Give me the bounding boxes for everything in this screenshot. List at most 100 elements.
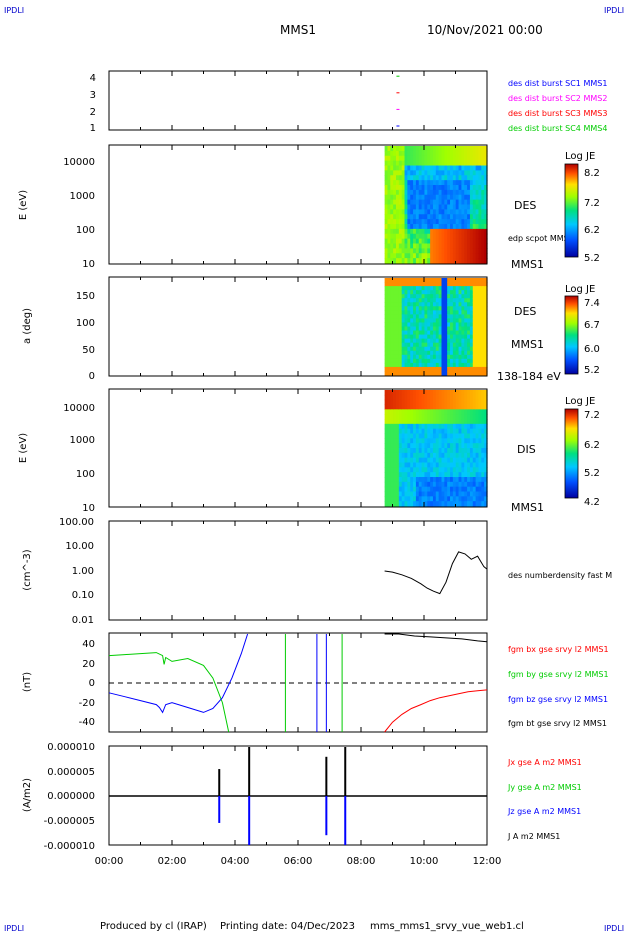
heatmap-cell — [398, 224, 403, 230]
heatmap-cell — [444, 214, 448, 220]
heatmap-cell — [455, 477, 460, 483]
heatmap-cell — [435, 150, 440, 157]
heatmap-cell — [452, 219, 457, 225]
heatmap-cell — [447, 209, 451, 215]
y-tick-label: 0 — [89, 678, 95, 689]
heatmap-cell — [413, 399, 417, 406]
heatmap-cell — [398, 443, 403, 449]
heatmap-cell — [467, 491, 471, 497]
heatmap-cell — [384, 423, 389, 430]
heatmap-cell — [410, 448, 414, 454]
x-tick-label: 06:00 — [284, 856, 313, 867]
heatmap-cell — [478, 477, 482, 483]
heatmap-cell — [407, 438, 411, 444]
heatmap-cell — [441, 150, 445, 157]
heatmap-cell — [455, 160, 460, 167]
heatmap-cell — [418, 501, 423, 507]
heatmap-cell — [452, 258, 457, 264]
heatmap-cell — [390, 233, 394, 240]
heatmap-cell — [444, 448, 448, 454]
heatmap-cell — [444, 224, 448, 230]
heatmap-cell — [452, 342, 457, 348]
heatmap-cell — [472, 302, 477, 307]
heatmap-cell — [447, 448, 451, 454]
heatmap-cell — [469, 160, 474, 167]
heatmap-cell — [484, 330, 488, 336]
heatmap-cell — [452, 481, 457, 488]
heatmap-cell — [432, 334, 437, 340]
heatmap-cell — [464, 346, 468, 352]
heatmap-cell — [404, 390, 408, 396]
heatmap-cell — [484, 414, 488, 420]
heatmap-cell — [407, 462, 411, 468]
heatmap-cell — [415, 146, 420, 152]
heatmap-cell — [464, 330, 468, 336]
heatmap-cell — [401, 496, 406, 502]
heatmap-cell — [444, 443, 448, 449]
heatmap-cell — [450, 278, 454, 283]
heatmap-cell — [475, 298, 480, 303]
heatmap-cell — [455, 175, 460, 181]
heatmap-cell — [404, 370, 408, 376]
heatmap-cell — [396, 278, 400, 283]
heatmap-cell — [458, 342, 462, 348]
heatmap-cell — [430, 390, 434, 396]
heatmap-cell — [452, 248, 457, 254]
heatmap-cell — [447, 419, 451, 425]
heatmap-cell — [469, 219, 474, 225]
heatmap-cell — [407, 477, 411, 483]
heatmap-cell — [410, 326, 414, 332]
heatmap-cell — [384, 189, 389, 196]
heatmap-cell — [393, 496, 397, 502]
heatmap-cell — [390, 486, 394, 493]
heatmap-cell — [481, 358, 485, 364]
heatmap-cell — [444, 496, 448, 502]
heatmap-cell — [452, 160, 457, 167]
heatmap-cell — [461, 146, 465, 152]
heatmap-cell — [413, 496, 417, 502]
heatmap-cell — [432, 467, 437, 473]
heatmap-cell — [455, 443, 460, 449]
heatmap-cell — [413, 298, 417, 303]
heatmap-cell — [481, 452, 485, 459]
heatmap-cell — [427, 214, 431, 220]
heatmap-cell — [478, 501, 482, 507]
heatmap-cell — [390, 180, 394, 186]
heatmap-cell — [435, 146, 440, 152]
heatmap-cell — [458, 306, 462, 311]
heatmap-cell — [398, 302, 403, 307]
heatmap-cell — [447, 185, 451, 191]
heatmap-cell — [421, 414, 426, 420]
heatmap-cell — [410, 366, 414, 372]
heatmap-cell — [410, 496, 414, 502]
y-tick-label: 20 — [82, 659, 95, 670]
heatmap-cell — [401, 362, 406, 368]
heatmap-cell — [393, 278, 397, 283]
heatmap-cell — [418, 350, 423, 356]
heatmap-cell — [447, 428, 451, 435]
heatmap-cell — [435, 346, 440, 352]
heatmap-cell — [444, 346, 448, 352]
heatmap-cell — [427, 472, 431, 478]
heatmap-cell — [444, 209, 448, 215]
heatmap-cell — [467, 185, 471, 191]
heatmap-cell — [438, 219, 443, 225]
heatmap-cell — [415, 170, 420, 176]
heatmap-cell — [384, 286, 389, 291]
heatmap-cell — [413, 330, 417, 336]
heatmap-cell — [393, 370, 397, 376]
heatmap-cell — [404, 399, 408, 406]
heatmap-cell — [438, 294, 443, 299]
heatmap-cell — [452, 448, 457, 454]
heatmap-cell — [458, 189, 462, 196]
heatmap-cell — [441, 457, 445, 464]
heatmap-cell — [410, 306, 414, 311]
heatmap-cell — [481, 438, 485, 444]
heatmap-cell — [472, 354, 477, 360]
heatmap-cell — [415, 358, 420, 364]
heatmap-cell — [401, 199, 406, 206]
heatmap-cell — [447, 496, 451, 502]
heatmap-cell — [407, 253, 411, 259]
heatmap-cell — [469, 306, 474, 311]
heatmap-cell — [450, 409, 454, 415]
